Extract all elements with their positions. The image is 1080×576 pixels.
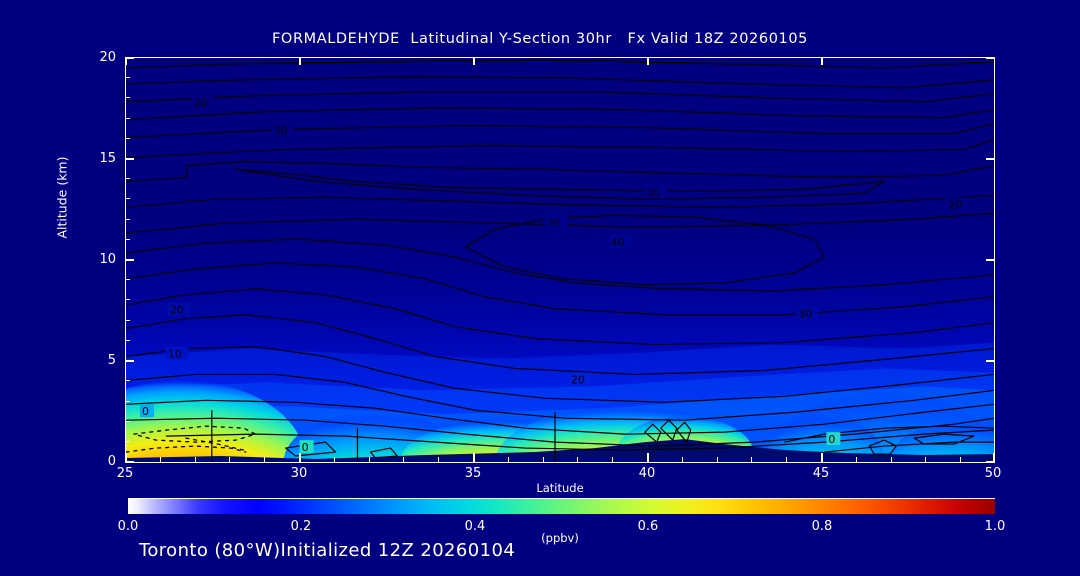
contour-label: 30 <box>796 306 819 321</box>
svg-text:10: 10 <box>168 348 182 361</box>
svg-text:0: 0 <box>828 433 835 446</box>
contour-label: 20 <box>946 197 969 211</box>
svg-text:30: 30 <box>798 308 812 321</box>
contour-field: 20 30 30 20 30 40 20 30 10 20 0 0 0 <box>126 58 994 462</box>
colorbar-tick-1: 0.2 <box>290 519 312 534</box>
y-tick-0: 0 <box>107 454 116 469</box>
colorbar-tick-3: 0.6 <box>637 519 659 534</box>
contour-label: 0 <box>826 432 841 446</box>
contour-lines-dashed <box>126 425 258 453</box>
colorbar-unit-label: (ppbv) <box>541 531 579 545</box>
svg-text:40: 40 <box>611 236 625 249</box>
x-tick-45: 45 <box>812 466 830 481</box>
colorbar-gradient <box>128 498 995 514</box>
figure-title: FORMALDEHYDE Latitudinal Y-Section 30hr … <box>271 31 809 47</box>
plot-frame: 20 30 30 20 30 40 20 30 10 20 0 0 0 <box>125 57 995 463</box>
x-tick-50: 50 <box>984 466 1002 481</box>
x-tick-30: 30 <box>290 466 308 481</box>
y-axis-label: Altitude (km) <box>54 156 70 239</box>
plume-west <box>126 380 306 462</box>
y-tick-15: 15 <box>99 151 116 166</box>
colorbar-tick-4: 0.8 <box>811 519 833 534</box>
svg-text:0: 0 <box>302 441 309 454</box>
contour-svg: 20 30 30 20 30 40 20 30 10 20 0 0 0 <box>126 58 994 462</box>
svg-text:20: 20 <box>170 304 184 317</box>
svg-text:0: 0 <box>142 405 149 418</box>
colorbar <box>128 498 995 514</box>
y-tick-10: 10 <box>99 252 116 267</box>
y-tick-20: 20 <box>99 50 116 65</box>
figure-caption: Toronto (80°W)Initialized 12Z 20260104 <box>139 540 516 561</box>
contour-label: 20 <box>568 372 591 386</box>
svg-text:20: 20 <box>571 373 585 386</box>
y-tick-5: 5 <box>107 353 116 368</box>
contour-label: 30 <box>644 185 667 199</box>
x-tick-40: 40 <box>638 466 656 481</box>
terrain-mask <box>126 439 994 462</box>
colorbar-tick-0: 0.0 <box>117 519 139 534</box>
x-axis-label: Latitude <box>536 481 584 495</box>
colorbar-tick-2: 0.4 <box>464 519 486 534</box>
svg-text:20: 20 <box>948 198 962 211</box>
svg-text:20: 20 <box>194 97 208 110</box>
contour-label: 20 <box>167 302 190 317</box>
colorbar-tick-5: 1.0 <box>984 519 1006 534</box>
contour-label: 30 <box>271 123 294 138</box>
contour-label: 40 <box>608 235 631 249</box>
contour-label: 10 <box>165 346 188 361</box>
svg-text:30: 30 <box>647 186 661 199</box>
svg-text:30: 30 <box>547 216 561 229</box>
contour-label: 20 <box>191 95 214 110</box>
contour-label: 30 <box>545 215 567 229</box>
x-tick-35: 35 <box>464 466 482 481</box>
svg-text:30: 30 <box>274 125 288 138</box>
x-tick-25: 25 <box>116 466 134 481</box>
contour-label: 0 <box>299 440 314 454</box>
contour-label-group: 20 30 30 20 30 40 20 30 10 20 0 0 0 <box>139 95 969 454</box>
contour-label: 0 <box>139 404 154 418</box>
